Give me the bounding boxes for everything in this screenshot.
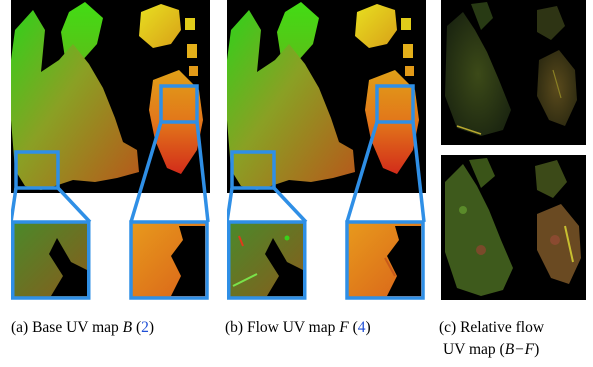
flow-uv-map-image <box>227 0 426 300</box>
caption-c-expr: B−F <box>504 341 535 358</box>
relative-flow-image <box>441 0 586 300</box>
base-uv-map-image <box>11 0 210 300</box>
caption-a-var: B <box>122 319 133 336</box>
caption-b-close: ) <box>365 319 371 336</box>
caption-b-prefix: (b) Flow UV map <box>225 319 340 336</box>
caption-a-open: ( <box>132 319 142 336</box>
caption-a: (a) Base UV map B (2) <box>11 318 154 338</box>
equation-ref-link-b[interactable]: 4 <box>357 319 366 336</box>
caption-b-open: ( <box>348 319 358 336</box>
panel-b-flow-uv-map <box>227 0 426 300</box>
caption-a-prefix: (a) Base UV map <box>11 319 123 336</box>
caption-a-close: ) <box>148 319 155 336</box>
caption-c-text-1: (c) Relative flow <box>439 319 545 336</box>
equation-ref-link-a[interactable]: 2 <box>141 319 149 336</box>
caption-b-var: F <box>339 319 349 336</box>
caption-c-line1: (c) Relative flow <box>439 318 544 338</box>
panel-c-relative-flow <box>441 0 586 300</box>
caption-c-text-3: ) <box>534 341 540 358</box>
caption-c-text-2: UV map ( <box>443 341 505 358</box>
caption-b: (b) Flow UV map F (4) <box>225 318 371 338</box>
panel-a-base-uv-map <box>11 0 210 300</box>
caption-c-line2: UV map (B−F) <box>443 340 539 360</box>
